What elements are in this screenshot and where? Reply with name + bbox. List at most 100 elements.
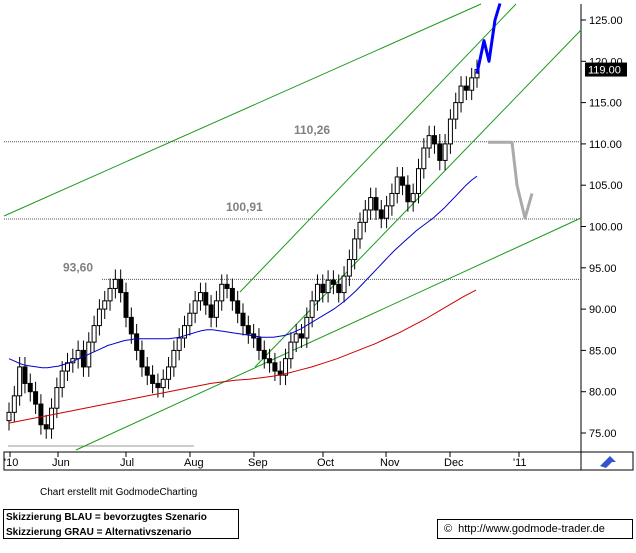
candle-body — [267, 358, 273, 364]
candle-body — [283, 358, 289, 376]
candle-body — [389, 192, 395, 207]
candle-body — [431, 135, 437, 145]
candle-body — [203, 292, 209, 306]
candle-body — [320, 283, 326, 294]
candle-body — [447, 118, 453, 145]
y-tick-label: 95.00 — [589, 263, 617, 275]
candle-body — [240, 312, 246, 327]
source-link[interactable]: © http://www.godmode-trader.de — [437, 519, 633, 539]
candle-body — [118, 278, 124, 294]
candle-body — [54, 387, 60, 409]
scenario-blue — [475, 3, 502, 75]
x-tick-label: Nov — [380, 457, 400, 469]
candle-body — [416, 168, 421, 194]
x-tick-label: '10 — [4, 457, 18, 469]
candle-body — [314, 283, 320, 302]
candle-body — [208, 304, 214, 318]
candle-body — [336, 283, 342, 294]
candle-body — [155, 382, 161, 389]
candle-body — [22, 366, 28, 384]
candle-body — [107, 287, 113, 302]
trend-line — [75, 217, 582, 451]
candle-body — [182, 325, 187, 339]
candle-body — [75, 349, 81, 360]
x-tick-label: Oct — [317, 457, 334, 469]
candle-body — [394, 176, 400, 194]
candle-body — [378, 209, 384, 219]
candle-body — [112, 278, 118, 289]
y-tick-label: 80.00 — [589, 387, 617, 399]
candle-body — [49, 407, 55, 430]
candle-body — [384, 205, 390, 219]
candle-body — [309, 300, 315, 318]
candle-body — [65, 362, 70, 372]
candle-body — [96, 308, 102, 327]
level-label: 93,60 — [63, 260, 93, 274]
candle-body — [43, 424, 49, 430]
x-tick-label: Dec — [444, 457, 464, 469]
candle-body — [469, 77, 475, 91]
candle-body — [463, 85, 469, 91]
candle-body — [192, 300, 198, 314]
trend-line — [3, 3, 482, 217]
candle-body — [59, 370, 65, 389]
legend-grey: Skizzierung GRAU = Alternativszenario — [6, 527, 192, 538]
level-label: 100,91 — [226, 200, 263, 214]
candle-body — [27, 382, 33, 393]
candle-body — [6, 411, 12, 422]
last-price-label: 119.00 — [588, 65, 621, 77]
y-tick-label: 125.00 — [589, 15, 623, 27]
candle-body — [373, 197, 379, 211]
candle-body — [176, 337, 182, 351]
y-tick-label: 85.00 — [589, 345, 617, 357]
candle-body — [453, 102, 459, 120]
candle-body — [330, 279, 336, 285]
candle-body — [442, 143, 448, 161]
ma-blue-line — [8, 175, 478, 369]
candle-body — [341, 275, 347, 294]
y-tick-label: 100.00 — [589, 222, 623, 234]
candle-body — [272, 362, 278, 372]
y-tick-label: 105.00 — [589, 180, 623, 192]
x-tick-label: Jun — [52, 457, 70, 469]
level-label: 110,26 — [294, 123, 330, 137]
source-url[interactable]: http://www.godmode-trader.de — [458, 523, 605, 535]
candle-body — [128, 316, 134, 335]
y-tick-label: 90.00 — [589, 304, 617, 316]
candle-body — [304, 316, 310, 339]
candle-body — [362, 209, 368, 223]
x-tick-label: Jul — [120, 457, 134, 469]
candle-body — [171, 349, 177, 368]
candle-body — [134, 333, 140, 351]
chart-credit: Chart erstellt mit GodmodeCharting — [40, 487, 198, 498]
x-tick-label: Sep — [248, 457, 268, 469]
candle-body — [421, 147, 427, 170]
candle-body — [229, 287, 235, 302]
candle-body — [213, 300, 219, 318]
candle-body — [38, 403, 44, 426]
candle-body — [33, 391, 39, 405]
scenario-legend: Skizzierung BLAU = bevorzugtes Szenario … — [3, 509, 239, 539]
corner-arrow-icon[interactable] — [600, 456, 616, 468]
candle-body — [437, 143, 443, 161]
candle-body — [139, 349, 145, 368]
candle-body — [299, 333, 304, 339]
candle-body — [144, 366, 150, 376]
candle-body — [357, 221, 363, 240]
candle-body — [17, 366, 23, 397]
candle-body — [235, 300, 241, 314]
candle-body — [245, 325, 251, 335]
candle-body — [426, 135, 432, 149]
candle-body — [187, 312, 193, 327]
copyright-icon: © — [444, 523, 453, 535]
candle-body — [368, 197, 374, 211]
plot-area — [4, 4, 581, 452]
candle-body — [123, 292, 129, 318]
candle-body — [11, 395, 17, 413]
candle-body — [410, 192, 416, 203]
candle-body — [166, 366, 172, 380]
y-tick-label: 110.00 — [589, 139, 622, 151]
candle-body — [80, 349, 86, 368]
candle-body — [224, 283, 230, 289]
